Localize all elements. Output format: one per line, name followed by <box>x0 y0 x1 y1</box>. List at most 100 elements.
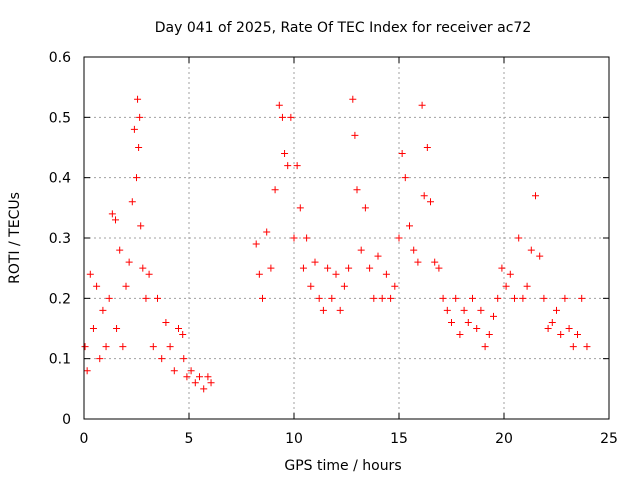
data-point-marker <box>423 144 431 151</box>
x-tick-label: 20 <box>495 431 513 447</box>
data-point-marker <box>128 198 136 206</box>
data-point-marker <box>443 306 451 314</box>
data-point-marker <box>469 294 476 302</box>
data-point-marker <box>340 282 348 290</box>
data-point-marker <box>490 312 497 320</box>
data-point-marker <box>557 331 565 339</box>
data-point-marker <box>398 150 406 158</box>
y-axis-label: ROTI / TECUs <box>7 192 23 284</box>
data-point-marker <box>498 264 506 272</box>
data-point-marker <box>259 294 266 302</box>
data-point-marker <box>406 222 413 230</box>
data-point-marker <box>574 331 581 339</box>
data-point-marker <box>460 306 468 314</box>
data-point-marker <box>418 101 426 109</box>
data-point-marker <box>207 379 215 387</box>
data-point-marker <box>536 252 544 260</box>
data-point-marker <box>473 325 481 332</box>
data-point-marker <box>315 294 323 302</box>
data-point-marker <box>299 264 307 272</box>
data-point-marker <box>414 258 422 266</box>
data-point-marker <box>170 367 178 375</box>
data-point-marker <box>303 234 311 242</box>
data-point-marker <box>540 294 548 302</box>
data-point-marker <box>166 343 174 351</box>
data-point-marker <box>332 270 340 278</box>
data-point-marker <box>119 343 127 351</box>
data-point-marker <box>410 246 418 254</box>
data-point-marker <box>180 355 188 363</box>
data-point-marker <box>357 246 365 254</box>
data-point-marker <box>271 186 279 194</box>
data-point-marker <box>278 113 286 121</box>
data-point-marker <box>532 192 539 200</box>
data-point-marker <box>175 325 182 332</box>
data-point-marker <box>149 343 157 351</box>
data-point-marker <box>345 264 353 272</box>
data-point-marker <box>135 144 143 151</box>
data-point-marker <box>427 198 434 206</box>
x-tick-label: 5 <box>185 431 194 447</box>
y-tick-label: 0.3 <box>49 231 71 247</box>
data-point-marker <box>93 282 101 290</box>
data-point-marker <box>86 270 94 278</box>
data-point-marker <box>578 294 586 302</box>
data-point-marker <box>349 95 357 103</box>
data-point-marker <box>374 252 382 260</box>
data-point-marker <box>187 367 195 375</box>
data-point-marker <box>196 373 203 381</box>
data-point-marker <box>353 186 361 194</box>
data-point-marker <box>431 258 439 266</box>
data-point-marker <box>145 270 153 278</box>
data-point-marker <box>200 385 208 393</box>
data-point-marker <box>137 222 145 230</box>
x-axis-label: GPS time / hours <box>284 458 401 474</box>
data-point-marker <box>122 282 130 290</box>
data-point-marker <box>89 325 97 332</box>
data-point-marker <box>96 355 104 363</box>
data-point-marker <box>81 343 89 351</box>
data-point-marker <box>284 162 292 170</box>
chart-title: Day 041 of 2025, Rate Of TEC Index for r… <box>155 20 531 36</box>
data-point-marker <box>99 306 107 314</box>
data-point-marker <box>523 282 531 290</box>
data-point-marker <box>439 294 447 302</box>
data-point-marker <box>481 343 489 351</box>
plot-frame <box>83 56 610 420</box>
data-point-marker <box>464 318 472 326</box>
data-point-marker <box>133 174 140 182</box>
data-point-marker <box>583 343 591 351</box>
x-tick-label: 15 <box>390 431 408 447</box>
data-point-marker <box>544 325 552 332</box>
data-point-marker <box>158 355 166 363</box>
data-point-marker <box>179 331 187 339</box>
data-point-marker <box>401 174 409 182</box>
data-point-marker <box>561 294 569 302</box>
data-point-marker <box>324 264 332 272</box>
data-point-marker <box>191 379 199 387</box>
data-point-marker <box>134 95 142 103</box>
data-point-marker <box>287 113 295 121</box>
data-point-marker <box>142 294 150 302</box>
data-point-marker <box>378 294 386 302</box>
data-point-marker <box>328 294 336 302</box>
data-point-marker <box>452 294 460 302</box>
data-point-marker <box>456 331 464 339</box>
data-point-marker <box>420 192 428 200</box>
data-point-marker <box>370 294 378 302</box>
y-tick-label: 0.6 <box>49 50 71 66</box>
data-point-marker <box>281 150 289 158</box>
data-point-marker <box>448 318 455 326</box>
data-point-marker <box>125 258 133 266</box>
data-point-marker <box>435 264 443 272</box>
data-point-marker <box>506 270 514 278</box>
data-point-marker <box>183 373 191 381</box>
data-point-marker <box>116 246 124 254</box>
data-point-marker <box>252 240 260 248</box>
data-point-marker <box>548 318 556 326</box>
x-tick-label: 10 <box>285 431 303 447</box>
x-tick-label: 25 <box>600 431 618 447</box>
y-tick-label: 0.5 <box>49 110 71 126</box>
data-point-marker <box>255 270 263 278</box>
